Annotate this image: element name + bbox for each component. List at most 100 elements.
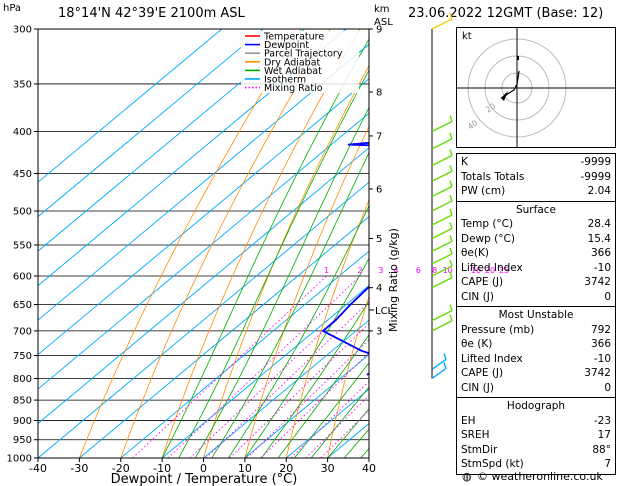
y-tick-label: 550 — [13, 240, 32, 251]
wet-adiabat-line — [327, 408, 369, 458]
dry-adiabat-line — [79, 29, 302, 458]
wind-barb — [431, 358, 447, 371]
datetime-title: 23.06.2022 12GMT (Base: 12) — [408, 6, 604, 21]
y-tick-label: 350 — [13, 79, 32, 90]
axis-ticks: 3003504004505005506006507007508008509009… — [7, 25, 376, 476]
hodo-row: EH -23 — [461, 414, 611, 427]
surface-row: Lifted Index -10 — [461, 261, 611, 274]
mixing-ratio-label: 10 — [443, 266, 453, 275]
indices-table: K -9999 Totals Totals -9999 PW (cm) 2.04 Su… — [456, 153, 616, 475]
wind-barb — [431, 309, 453, 322]
surface-row: CAPE (J) 3742 — [461, 276, 611, 288]
wind-barb — [431, 138, 453, 150]
x-tick-label: -40 — [29, 462, 47, 475]
mu-row: Pressure (mb) 792 — [461, 323, 611, 336]
wet-adiabat-line — [178, 69, 369, 458]
legend-label: Dry Adiabat — [264, 57, 321, 68]
basic-indices-box: K -9999 Totals Totals -9999 PW (cm) 2.04 — [456, 153, 616, 202]
isotherm-line — [38, 29, 347, 287]
isotherm-line — [38, 29, 264, 218]
isotherm-line — [38, 78, 369, 356]
wind-barb-flag — [449, 194, 453, 202]
y-tick-label: 900 — [13, 416, 32, 427]
globe-icon: ◍ — [462, 470, 472, 483]
mixing-ratio-label: 6 — [416, 266, 421, 275]
wind-barb — [431, 170, 453, 182]
wind-barb-flag — [449, 304, 453, 311]
wind-barb — [431, 367, 447, 380]
mixing-ratio-label: 20 — [485, 266, 495, 275]
km-tick-label: 9 — [376, 25, 382, 36]
mixing-ratio-label: 3 — [378, 266, 383, 275]
y-tick-label: 650 — [13, 300, 32, 311]
hodo-row: StmDir 88° — [461, 443, 611, 456]
x-tick-label: 30 — [321, 462, 335, 475]
x-tick-label: 10 — [238, 462, 252, 475]
y-tick-label: 850 — [13, 396, 32, 407]
surface-row: CIN (J) 0 — [461, 290, 611, 303]
index-row-totals: Totals Totals -9999 — [461, 170, 611, 183]
x-tick-label: -30 — [70, 462, 88, 475]
hodograph-params-box: Hodograph EH -23 SREH 17 StmDir 88° StmSpd … — [456, 397, 616, 475]
km-tick-label: 8 — [376, 87, 382, 98]
wind-barb — [431, 240, 453, 253]
wind-barb-flag — [449, 180, 453, 187]
dry-adiabat-line — [120, 29, 331, 458]
pressure-unit-label: hPa — [3, 3, 22, 14]
mixing-ratio-label: 25 — [499, 266, 509, 275]
wind-barb-flag — [449, 132, 453, 140]
mu-row: CAPE (J) 3742 — [461, 367, 611, 379]
location-title: 18°14'N 42°39'E 2100m ASL — [58, 6, 245, 21]
wind-barb-flag — [449, 208, 453, 216]
km-tick-label: 7 — [376, 131, 382, 142]
km-tick-label: 5 — [376, 234, 382, 245]
legend-label: Temperature — [263, 32, 324, 43]
wet-adiabat-line — [211, 151, 369, 458]
legend-label: Dewpoint — [264, 40, 309, 51]
wind-barb-flag — [449, 235, 453, 242]
wind-barb-flag — [449, 115, 453, 122]
km-tick-label: 6 — [376, 184, 382, 195]
height-axis: 9 8 7 6 5 4 3 LCL — [369, 25, 394, 337]
y-tick-label: 600 — [13, 271, 32, 282]
y-tick-label: 700 — [13, 326, 32, 337]
dry-adiabat-line — [327, 295, 369, 458]
surface-title: Surface — [515, 203, 556, 216]
wind-barbs — [431, 12, 453, 380]
wind-barb — [431, 227, 453, 240]
hodograph-ring-label-20: 20 — [484, 101, 498, 114]
x-axis-label: Dewpoint / Temperature (°C) — [111, 472, 298, 486]
credit-link[interactable]: © weatheronline.co.uk — [477, 470, 603, 483]
x-tick-label: -20 — [112, 462, 130, 475]
series-dewpoint — [321, 141, 369, 376]
dry-adiabat-line — [161, 29, 361, 458]
wind-barb-flag — [449, 259, 453, 267]
hodo-row: StmSpd (kt) 7 — [461, 458, 611, 470]
isotherm-line — [203, 319, 369, 458]
wind-barb — [431, 277, 453, 289]
dry-adiabat-line — [203, 64, 369, 458]
wind-barb-flag — [443, 353, 447, 360]
isotherm-line — [38, 181, 369, 458]
wet-adiabat-line — [294, 362, 369, 458]
surface-box: Surface Temp (°C) 28.4 Dewp (°C) 15.4 θe(K… — [456, 200, 616, 307]
isotherm-line — [38, 29, 223, 183]
isotherm-line — [38, 29, 305, 252]
legend-label: Mixing Ratio — [264, 83, 323, 94]
wind-barb-flag — [449, 271, 453, 278]
km-tick-label: 3 — [376, 326, 382, 337]
legend-label: Parcel Trajectory — [264, 49, 343, 60]
wind-barb-flag — [443, 362, 447, 369]
wind-barb — [431, 154, 453, 167]
x-tick-label: -10 — [153, 462, 171, 475]
mixing-ratio-label: 1 — [324, 266, 329, 275]
wet-adiabat-line — [261, 300, 369, 458]
surface-row: Temp (°C) 28.4 — [461, 218, 611, 230]
isotherm-line — [38, 43, 369, 321]
wind-barb-flag — [449, 222, 453, 229]
wet-adiabat-line — [227, 204, 369, 458]
wind-barb-flag — [449, 314, 453, 322]
mu-row: Lifted Index -10 — [461, 352, 611, 365]
surface-row: θe(K) 366 — [461, 247, 611, 259]
